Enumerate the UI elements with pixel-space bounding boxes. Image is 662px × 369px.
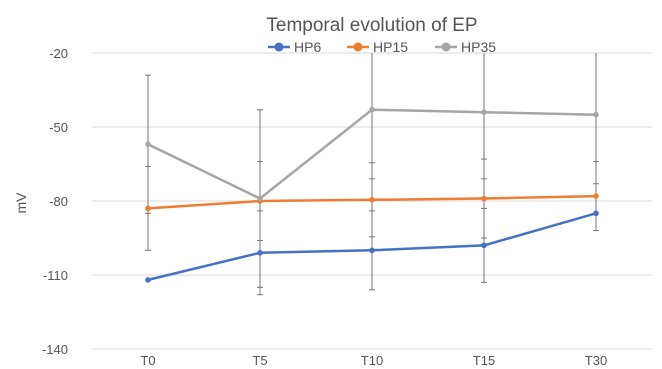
- data-point-hp6: [369, 247, 375, 254]
- data-point-hp15: [145, 205, 151, 212]
- x-tick-label: T10: [361, 353, 383, 368]
- data-point-hp15: [369, 196, 375, 203]
- legend-label: HP35: [461, 39, 496, 55]
- data-point-hp15: [481, 195, 487, 202]
- x-tick-label: T0: [140, 353, 155, 368]
- data-point-hp35: [593, 111, 599, 118]
- legend-label: HP6: [294, 39, 321, 55]
- data-point-hp6: [481, 242, 487, 249]
- legend-label: HP15: [373, 39, 408, 55]
- legend: HP6 HP15 HP35: [268, 39, 496, 55]
- x-axis-ticks: T0 T5 T10 T15 T30: [140, 353, 607, 368]
- data-point-hp6: [593, 210, 599, 217]
- chart-title: Temporal evolution of EP: [266, 15, 477, 36]
- x-tick-label: T30: [585, 353, 607, 368]
- y-axis-title: mV: [13, 192, 29, 214]
- y-tick-label: -50: [49, 120, 68, 135]
- legend-swatch-marker: [441, 42, 451, 52]
- data-point-hp35: [145, 141, 151, 148]
- x-tick-label: T15: [473, 353, 495, 368]
- data-point-hp35: [257, 195, 263, 202]
- data-points: [145, 106, 599, 283]
- error-bars: [145, 53, 599, 296]
- legend-swatch-marker: [274, 42, 284, 52]
- y-tick-label: -20: [49, 46, 68, 61]
- data-point-hp6: [145, 277, 151, 283]
- x-tick-label: T5: [252, 353, 267, 368]
- y-tick-label: -80: [49, 194, 68, 209]
- data-point-hp6: [257, 250, 263, 256]
- data-point-hp35: [481, 109, 487, 115]
- data-point-hp15: [593, 193, 599, 199]
- y-tick-label: -140: [42, 342, 68, 357]
- legend-swatch-marker: [353, 42, 363, 52]
- y-axis-ticks: -20 -50 -80 -110 -140: [42, 46, 68, 357]
- data-point-hp35: [369, 106, 375, 113]
- y-tick-label: -110: [43, 268, 68, 283]
